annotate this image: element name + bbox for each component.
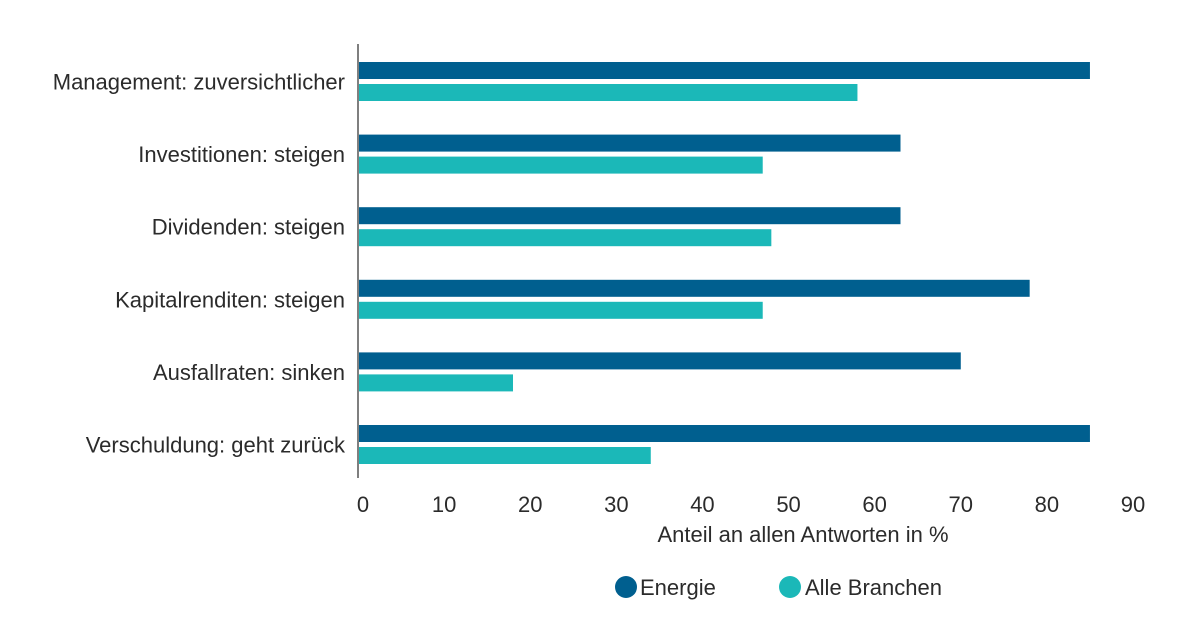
x-tick-label: 70 — [949, 492, 973, 517]
bar-energie-0 — [359, 62, 1090, 79]
bar-alle-branchen-0 — [359, 84, 858, 101]
legend: Energie Alle Branchen — [615, 575, 942, 600]
x-tick-label: 80 — [1035, 492, 1059, 517]
category-labels: Management: zuversichtlicher Investitione… — [53, 70, 346, 458]
x-tick-label: 90 — [1121, 492, 1145, 517]
x-tick-label: 0 — [357, 492, 369, 517]
x-tick-label: 40 — [690, 492, 714, 517]
legend-label-alle-branchen: Alle Branchen — [805, 575, 942, 600]
x-tick-label: 10 — [432, 492, 456, 517]
legend-marker-energie — [615, 576, 637, 598]
bars-group — [359, 62, 1090, 464]
bar-alle-branchen-5 — [359, 447, 651, 464]
x-tick-label: 30 — [604, 492, 628, 517]
bar-energie-4 — [359, 352, 961, 370]
bar-alle-branchen-2 — [359, 229, 772, 247]
category-label: Investitionen: steigen — [138, 142, 345, 167]
category-label: Management: zuversichtlicher — [53, 70, 345, 95]
x-tick-label: 60 — [862, 492, 886, 517]
bar-energie-5 — [359, 425, 1090, 442]
x-tick-label: 50 — [776, 492, 800, 517]
bar-alle-branchen-4 — [359, 374, 513, 392]
category-label: Verschuldung: geht zurück — [86, 433, 346, 458]
legend-label-energie: Energie — [640, 575, 716, 600]
category-label: Dividenden: steigen — [152, 215, 345, 240]
legend-marker-alle-branchen — [779, 576, 801, 598]
bar-energie-1 — [359, 134, 901, 152]
category-label: Ausfallraten: sinken — [153, 360, 345, 385]
x-axis-title: Anteil an allen Antworten in % — [657, 522, 948, 547]
bar-alle-branchen-1 — [359, 156, 763, 174]
x-tick-labels: 0 10 20 30 40 50 60 70 80 90 — [357, 492, 1145, 517]
category-label: Kapitalrenditen: steigen — [115, 287, 345, 312]
bar-energie-2 — [359, 207, 901, 225]
bar-alle-branchen-3 — [359, 301, 763, 319]
bar-energie-3 — [359, 279, 1030, 297]
x-tick-label: 20 — [518, 492, 542, 517]
